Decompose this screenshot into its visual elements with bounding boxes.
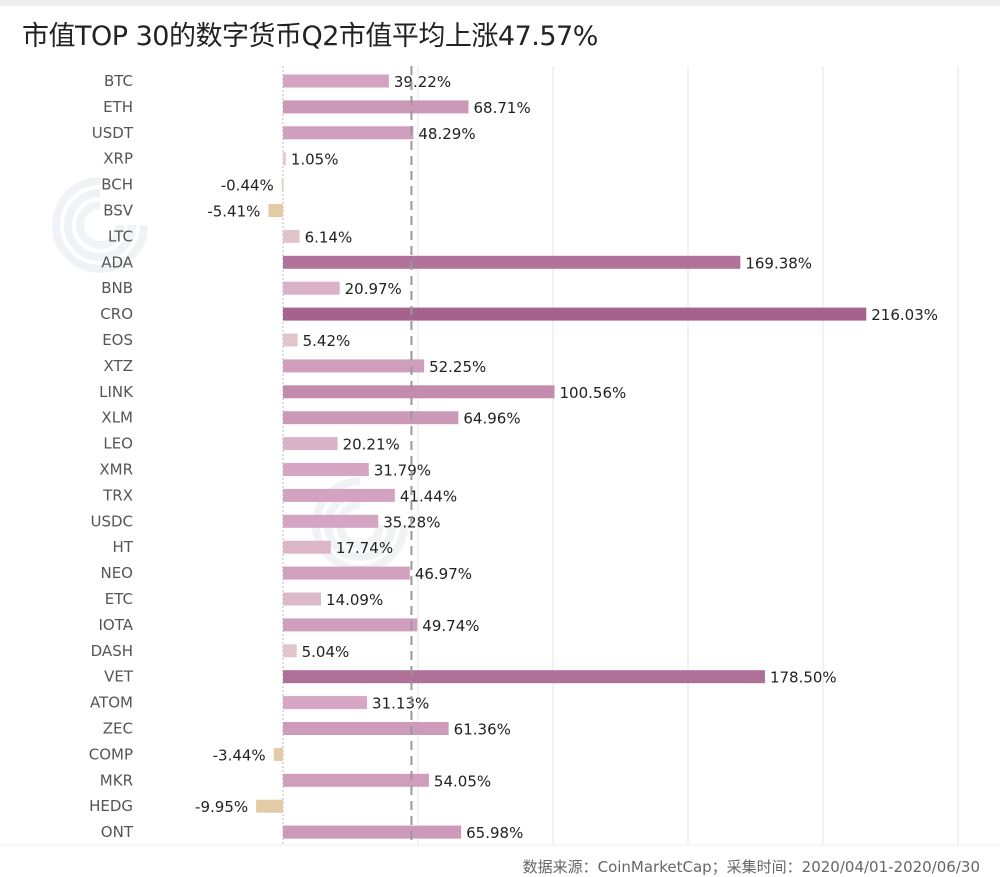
category-label: LINK bbox=[99, 383, 134, 401]
bar-vet bbox=[283, 670, 765, 684]
category-label: NEO bbox=[100, 564, 133, 582]
category-label: ZEC bbox=[103, 720, 133, 738]
bar-xtz bbox=[283, 359, 425, 373]
bar-hedg bbox=[256, 799, 283, 813]
value-label: 31.79% bbox=[374, 462, 431, 480]
value-label: 46.97% bbox=[415, 565, 472, 583]
bar-etc bbox=[283, 592, 322, 606]
category-label: EOS bbox=[102, 331, 133, 349]
watermark-panews-logo bbox=[52, 177, 148, 273]
bar-ht bbox=[283, 540, 331, 554]
bar-bch bbox=[281, 178, 284, 192]
value-label: -5.41% bbox=[207, 203, 260, 221]
value-label: 52.25% bbox=[429, 358, 486, 376]
category-label: HT bbox=[113, 538, 134, 556]
watermark-logo-ring bbox=[64, 189, 136, 261]
category-label: CRO bbox=[100, 305, 133, 323]
value-label: 68.71% bbox=[474, 99, 531, 117]
category-label: XMR bbox=[99, 461, 133, 479]
bar-xmr bbox=[283, 463, 369, 476]
bar-leo bbox=[283, 437, 338, 451]
watermark-logo-ring bbox=[52, 177, 148, 273]
bar-link bbox=[283, 385, 555, 399]
chart-title: 市值TOP 30的数字货币Q2市值平均上涨47.57% bbox=[22, 21, 598, 52]
category-label: USDT bbox=[92, 124, 134, 142]
watermark-logo-ring bbox=[76, 201, 124, 249]
category-label: BTC bbox=[104, 72, 133, 90]
bar-usdc bbox=[283, 514, 379, 528]
bar-mkr bbox=[283, 773, 429, 787]
bar-eth bbox=[283, 100, 469, 114]
bar-ltc bbox=[283, 229, 300, 243]
category-label: ADA bbox=[101, 253, 134, 271]
value-label: 17.74% bbox=[336, 539, 393, 557]
value-label: 1.05% bbox=[291, 151, 339, 169]
value-label: 41.44% bbox=[400, 487, 457, 505]
category-label: XTZ bbox=[104, 357, 133, 375]
category-label: XLM bbox=[101, 409, 133, 427]
category-label: BNB bbox=[101, 279, 133, 297]
value-label: 20.21% bbox=[343, 436, 400, 454]
category-label: ETH bbox=[103, 98, 133, 116]
category-label: VET bbox=[104, 668, 134, 686]
category-label: HEDG bbox=[89, 797, 133, 815]
category-label: MKR bbox=[100, 771, 133, 789]
bar-bsv bbox=[268, 204, 283, 217]
category-label: USDC bbox=[90, 512, 133, 530]
category-label: BSV bbox=[103, 202, 134, 220]
value-label: 54.05% bbox=[434, 772, 491, 790]
bar-xlm bbox=[283, 411, 459, 425]
bar-ont bbox=[283, 825, 462, 839]
bar-chart: BTC 39.22% ETH 68.71% USDT 48.29% XRP 1.05% BCH -… bbox=[0, 66, 1000, 846]
top-bar bbox=[0, 0, 1000, 6]
data-source-note: 数据来源：CoinMarketCap；采集时间：2020/04/01-2020/… bbox=[522, 858, 980, 876]
category-label: ONT bbox=[101, 823, 134, 841]
bar-bnb bbox=[283, 281, 340, 295]
value-label: 169.38% bbox=[745, 254, 812, 272]
value-label: 5.04% bbox=[302, 643, 350, 661]
value-label: 6.14% bbox=[305, 228, 353, 246]
category-label: TRX bbox=[102, 486, 133, 504]
bar-eos bbox=[283, 333, 298, 347]
bar-neo bbox=[283, 566, 410, 580]
category-label: ETC bbox=[105, 590, 133, 608]
bar-cro bbox=[283, 307, 867, 321]
category-label: IOTA bbox=[99, 616, 134, 634]
bar-xrp bbox=[283, 152, 286, 166]
bar-iota bbox=[283, 618, 418, 632]
value-label: 48.29% bbox=[418, 125, 475, 143]
value-label: -0.44% bbox=[221, 177, 274, 195]
category-label: BCH bbox=[101, 176, 133, 194]
value-label: 178.50% bbox=[770, 669, 837, 687]
category-label: ATOM bbox=[90, 694, 133, 712]
bar-ada bbox=[283, 255, 741, 269]
bar-zec bbox=[283, 722, 449, 735]
bar-trx bbox=[283, 488, 395, 502]
category-label: LEO bbox=[103, 435, 133, 453]
value-label: 20.97% bbox=[345, 280, 402, 298]
bar-btc bbox=[283, 74, 389, 88]
bar-comp bbox=[273, 747, 283, 761]
bar-usdt bbox=[283, 126, 414, 140]
category-label: COMP bbox=[89, 745, 133, 763]
value-label: 31.13% bbox=[372, 695, 429, 713]
value-label: -9.95% bbox=[195, 798, 248, 816]
value-label: 64.96% bbox=[463, 410, 520, 428]
value-label: -3.44% bbox=[213, 746, 266, 764]
value-label: 14.09% bbox=[326, 591, 383, 609]
value-label: 49.74% bbox=[422, 617, 479, 635]
value-label: 216.03% bbox=[871, 306, 938, 324]
category-label: DASH bbox=[91, 642, 133, 660]
value-label: 39.22% bbox=[394, 73, 451, 91]
value-label: 65.98% bbox=[466, 824, 523, 842]
value-label: 100.56% bbox=[560, 384, 627, 402]
value-label: 5.42% bbox=[303, 332, 351, 350]
value-label: 61.36% bbox=[454, 721, 511, 739]
category-label: LTC bbox=[108, 227, 133, 245]
bar-dash bbox=[283, 644, 297, 658]
category-label: XRP bbox=[103, 150, 133, 168]
bar-atom bbox=[283, 696, 368, 710]
